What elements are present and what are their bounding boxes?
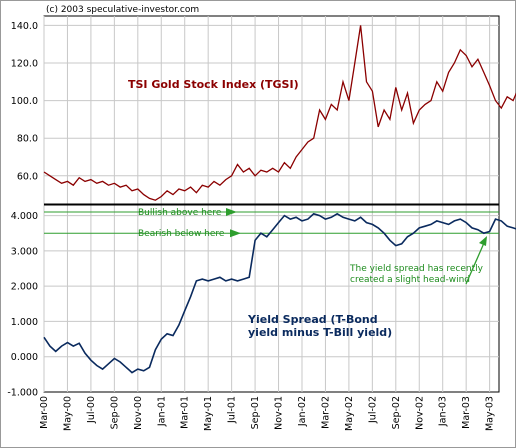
x-tick-label: Mar-00 xyxy=(39,396,50,429)
bullish-label: Bullish above here xyxy=(138,208,222,218)
yield-spread-series-line xyxy=(43,212,516,374)
top-y-tick-label: 100.0 xyxy=(11,96,38,107)
x-tick-label: Jul-02 xyxy=(367,396,378,424)
top-y-tick-labels: 140.0 120.0 100.0 80.0 60.0 xyxy=(11,21,38,182)
x-tick-label: May-01 xyxy=(203,396,214,431)
x-tick-label: May-02 xyxy=(344,396,355,431)
spread-title-line2: yield minus T-Bill yield) xyxy=(248,326,392,339)
x-tick-label: Nov-00 xyxy=(133,396,144,430)
top-y-tick-label: 120.0 xyxy=(11,59,38,70)
bottom-y-tick-label: -1.000 xyxy=(7,388,38,399)
bearish-label: Bearish below here xyxy=(138,229,225,239)
note-line2: created a slight head-wind xyxy=(350,275,470,285)
top-gridlines xyxy=(44,24,499,177)
bearish-arrow xyxy=(230,229,241,238)
x-tick-label: Mar-03 xyxy=(461,396,472,429)
top-plot-area xyxy=(43,15,500,205)
x-tick-label: Sep-01 xyxy=(250,396,261,429)
x-tick-label: Nov-01 xyxy=(274,396,285,430)
x-tick-label: Sep-00 xyxy=(109,396,120,429)
copyright-text: (c) 2003 speculative-investor.com xyxy=(46,5,199,15)
x-tick-labels: Mar-00 May-00 Jul-00 Sep-00 Nov-00 Jan-01 Mar-… xyxy=(39,396,496,431)
x-tick-label: Jan-01 xyxy=(156,396,167,427)
tgsi-series-line xyxy=(43,25,516,201)
x-tick-label: Jan-03 xyxy=(438,396,449,427)
bottom-gridlines xyxy=(44,215,499,358)
bottom-y-tick-label: 2.000 xyxy=(11,282,38,293)
bullish-arrow xyxy=(226,208,237,217)
bottom-y-tick-label: 4.000 xyxy=(11,211,38,222)
x-tick-label: Jul-00 xyxy=(86,396,97,424)
x-tick-label: Sep-02 xyxy=(391,396,402,429)
top-y-tick-label: 80.0 xyxy=(17,134,38,145)
note-line1: The yield spread has recently xyxy=(349,264,484,274)
bottom-y-tick-label: 0.000 xyxy=(11,352,38,363)
tgsi-title: TSI Gold Stock Index (TGSI) xyxy=(128,78,299,91)
bottom-y-tick-label: 1.000 xyxy=(11,317,38,328)
spread-title-line1: Yield Spread (T-Bond xyxy=(247,313,378,326)
x-tick-label: Nov-02 xyxy=(414,396,425,430)
x-tick-label: Jul-01 xyxy=(227,396,238,424)
bottom-y-tick-label: 3.000 xyxy=(11,246,38,257)
bottom-y-tick-labels: 4.000 3.000 2.000 1.000 0.000 -1.000 xyxy=(7,211,38,398)
x-tick-label: Mar-01 xyxy=(180,396,191,429)
x-tick-label: Jan-02 xyxy=(297,396,308,427)
top-y-tick-label: 60.0 xyxy=(17,171,38,182)
note-arrow-line xyxy=(465,242,485,285)
x-tick-label: May-00 xyxy=(62,396,73,431)
top-y-tick-label: 140.0 xyxy=(11,21,38,32)
x-tick-label: May-03 xyxy=(485,396,496,431)
note-arrow-head xyxy=(479,236,487,246)
x-tick-label: Mar-02 xyxy=(320,396,331,429)
